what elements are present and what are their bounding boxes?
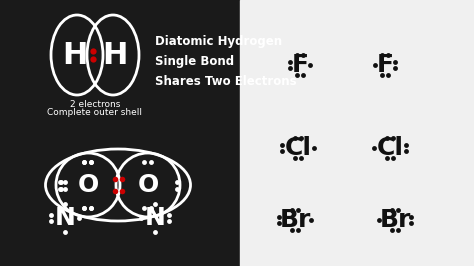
Bar <box>240 0 474 266</box>
Bar <box>0 0 240 266</box>
Text: Diatomic Hydrogen
Single Bond
Shares Two Electrons: Diatomic Hydrogen Single Bond Shares Two… <box>155 35 297 88</box>
Text: Cl: Cl <box>376 136 403 160</box>
Text: N: N <box>55 206 75 230</box>
Text: Br: Br <box>279 208 310 232</box>
Text: O: O <box>137 173 159 197</box>
Text: O: O <box>77 173 99 197</box>
Text: H: H <box>102 40 128 69</box>
Text: 2 electrons: 2 electrons <box>70 100 120 109</box>
Text: F: F <box>292 53 309 77</box>
Text: H: H <box>62 40 88 69</box>
Text: F: F <box>376 53 393 77</box>
Text: Cl: Cl <box>284 136 311 160</box>
Text: N: N <box>145 206 165 230</box>
Text: Complete outer shell: Complete outer shell <box>47 108 143 117</box>
Text: Br: Br <box>379 208 410 232</box>
